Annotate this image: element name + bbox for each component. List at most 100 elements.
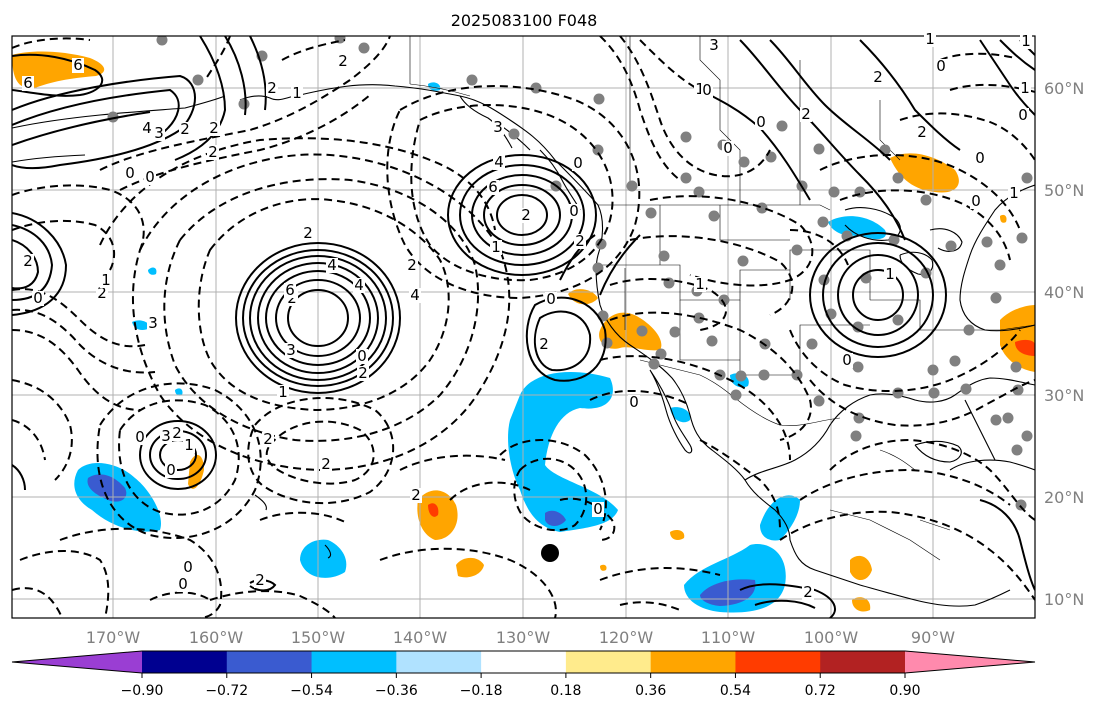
colorbar-tick-label: −0.36 [375, 683, 418, 699]
contour-label: 4 [494, 153, 504, 171]
contour-label-backdrop [924, 32, 936, 47]
storm-position-marker [541, 544, 559, 562]
contour-label: 1 [292, 84, 302, 102]
contour-label: 0 [723, 139, 733, 157]
contour-label-backdrop [916, 125, 928, 140]
contour-label-backdrop [974, 151, 986, 166]
lon-tick-label: 120°W [599, 628, 654, 647]
contour-label-backdrop [262, 432, 274, 447]
contour-label-backdrop [320, 457, 332, 472]
contour-label-backdrop [1019, 81, 1031, 96]
contour-label-backdrop [100, 273, 112, 288]
contour-label-backdrop [153, 126, 165, 141]
contour-label: 1 [184, 436, 194, 454]
contour-label: 2 [575, 232, 585, 250]
contour-label: 0 [842, 351, 852, 369]
contour-label-backdrop [285, 343, 297, 358]
contour-label-backdrop [487, 180, 499, 195]
lat-tick-label: 50°N [1044, 181, 1084, 200]
contour-label-backdrop [492, 120, 504, 135]
contour-label-backdrop [568, 204, 580, 219]
contour-label-backdrop [708, 38, 720, 53]
contour-label-backdrop [884, 267, 896, 282]
contour-label-backdrop [134, 430, 146, 445]
contour-label-backdrop [356, 349, 368, 364]
contour-label-backdrop [124, 166, 136, 181]
contour-label: 0 [546, 290, 556, 308]
contour-label-backdrop [538, 337, 550, 352]
map-title: 2025083100 F048 [451, 11, 598, 30]
contour-label-backdrop [22, 254, 34, 269]
lat-tick-label: 30°N [1044, 386, 1084, 405]
contour-label: 0 [573, 154, 583, 172]
contour-label: 3 [161, 427, 171, 445]
contour-label: 2 [358, 364, 368, 382]
contour-label: 2 [172, 424, 182, 442]
contour-label: 2 [803, 583, 813, 601]
colorbar-tick-label: 0.18 [550, 683, 581, 699]
contour-label: 0 [1018, 106, 1028, 124]
colorbar-tick-label: 0.90 [889, 683, 920, 699]
contour-label-backdrop [165, 463, 177, 478]
colorbar-segment [311, 651, 397, 673]
contour-label-backdrop [171, 426, 183, 441]
contour-label: 2 [411, 486, 421, 504]
contour-label: 1 [695, 275, 705, 293]
lon-tick-label: 160°W [189, 628, 244, 647]
contour-label-backdrop [302, 226, 314, 241]
contour-label-backdrop [179, 122, 191, 137]
contour-label-backdrop [545, 292, 557, 307]
contour-label: 2 [97, 284, 107, 302]
contour-label: 0 [702, 81, 712, 99]
contour-label: 2 [539, 335, 549, 353]
contour-label-backdrop [628, 395, 640, 410]
contour-label-backdrop [520, 208, 532, 223]
contour-label-backdrop [592, 502, 604, 517]
contour-label: 1 [278, 383, 288, 401]
colorbar-segment [820, 651, 906, 673]
contour-label: 2 [801, 105, 811, 123]
colorbar-tick-label: 0.72 [805, 683, 836, 699]
contour-label-backdrop [141, 121, 153, 136]
contour-label: 6 [488, 178, 498, 196]
contour-label: 0 [629, 393, 639, 411]
colorbar-tick-label: 0.36 [635, 683, 666, 699]
contour-label-backdrop [409, 288, 421, 303]
lon-tick-label: 170°W [86, 628, 141, 647]
coastlines [12, 84, 1035, 607]
contour-label: 2 [873, 68, 883, 86]
contour-label: 4 [354, 276, 364, 294]
contour-label-backdrop [1008, 186, 1020, 201]
contour-label: 3 [148, 314, 158, 332]
contour-label: 2 [917, 123, 927, 141]
contour-label-backdrop [182, 560, 194, 575]
contour-label-backdrop [755, 115, 767, 130]
contour-label: 0 [357, 347, 367, 365]
colorbar-segment [735, 651, 821, 673]
contour-label: 2 [208, 143, 218, 161]
contour-label-backdrop [493, 155, 505, 170]
contour-label: 0 [166, 461, 176, 479]
contour-label-backdrop [574, 234, 586, 249]
contour-labels: 6643222002123426420223246320210213202214… [22, 30, 1032, 601]
colorbar-segment [142, 651, 228, 673]
contour-label: 1 [101, 271, 111, 289]
colorbar-tick-label: −0.72 [205, 683, 248, 699]
lon-tick-label: 90°W [911, 628, 955, 647]
contour-label-backdrop [277, 385, 289, 400]
contour-label-backdrop [284, 283, 296, 298]
contour-label-backdrop [254, 573, 266, 588]
station-markers [107, 36, 1033, 511]
contour-label-backdrop [410, 488, 422, 503]
lat-tick-label: 60°N [1044, 79, 1084, 98]
contour-label: 4 [410, 286, 420, 304]
contour-label: 3 [154, 124, 164, 142]
contour-label: 2 [321, 455, 331, 473]
lon-tick-label: 100°W [804, 628, 859, 647]
contour-label: 1 [1020, 79, 1030, 97]
contour-label: 0 [569, 202, 579, 220]
contour-label-backdrop [406, 258, 418, 273]
contour-label-backdrop [935, 59, 947, 74]
contour-label-backdrop [872, 70, 884, 85]
contour-label: 2 [263, 430, 273, 448]
